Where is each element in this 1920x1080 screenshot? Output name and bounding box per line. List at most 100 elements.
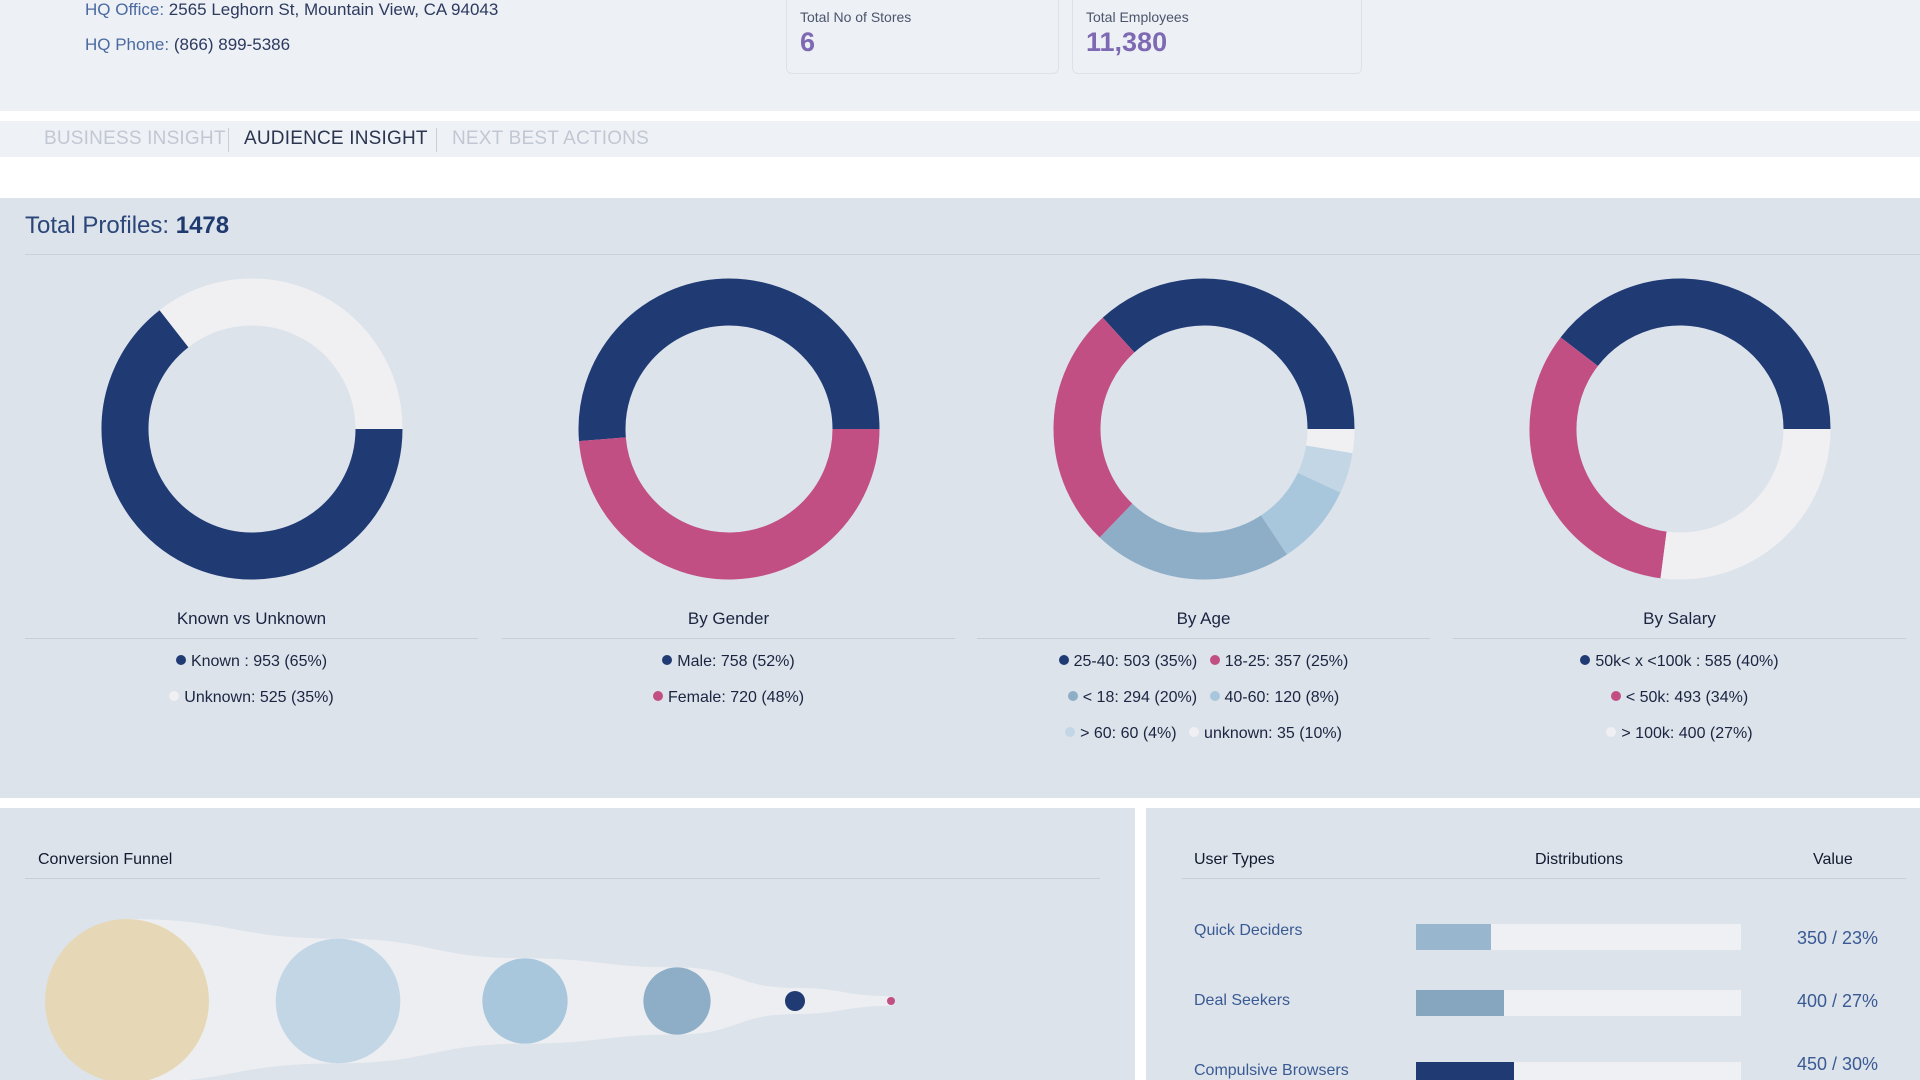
legend-row: > 100k: 400 (27%)	[1453, 725, 1906, 743]
tab-business-insight[interactable]: BUSINESS INSIGHT	[44, 128, 226, 149]
tab-divider	[228, 128, 229, 152]
legend-row: Female: 720 (48%)	[502, 689, 955, 707]
title-divider	[25, 254, 1920, 255]
value-header: Value	[1813, 851, 1853, 868]
donut-segment	[578, 278, 880, 442]
legend-dot	[1606, 727, 1617, 737]
legend-dot	[662, 655, 673, 665]
funnel-stage-circle	[887, 997, 895, 1005]
donut-divider	[977, 638, 1430, 639]
total-profiles-label: Total Profiles:	[25, 212, 170, 239]
header-info: HQ Office: 2565 Leghorn St, Mountain Vie…	[0, 0, 1920, 111]
tab-next-best-actions[interactable]: NEXT BEST ACTIONS	[452, 128, 649, 149]
legend-label: > 100k: 400 (27%)	[1621, 725, 1753, 742]
funnel-divider	[25, 878, 1100, 879]
legend-dot	[175, 655, 186, 665]
donut-segment	[1529, 337, 1668, 579]
donut-divider	[25, 638, 478, 639]
hq-phone-value: (866) 899-5386	[173, 35, 291, 54]
donut-title: By Salary	[1643, 609, 1716, 628]
total-profiles-title: Total Profiles: 1478	[25, 212, 229, 240]
legend-item-female: Female: 720 (48%)	[652, 689, 805, 707]
user-types-header: User Types	[1194, 851, 1275, 868]
tab-divider	[436, 128, 437, 152]
legend-dot	[1189, 727, 1200, 737]
legend-row: 50k< x <100k : 585 (40%)	[1453, 653, 1906, 671]
user-type-value: 400 / 27%	[1797, 991, 1879, 1011]
distribution-track	[1416, 990, 1741, 1016]
legend-item-25-40: 25-40: 503 (35%)	[1058, 653, 1197, 671]
distribution-bar	[1416, 990, 1504, 1016]
user-type-name: Compulsive Browsers	[1194, 1062, 1349, 1079]
donut-segment	[1102, 278, 1355, 430]
legend-item-18-25: 18-25: 357 (25%)	[1209, 653, 1348, 671]
legend-item-low-salary: < 50k: 493 (34%)	[1610, 689, 1749, 707]
donut-segment	[1660, 428, 1831, 580]
user-type-name: Deal Seekers	[1194, 992, 1291, 1009]
funnel-stage-circle	[785, 991, 805, 1011]
legend-row: < 18: 294 (20%) 40-60: 120 (8%)	[977, 689, 1430, 707]
legend-row: > 60: 60 (4%) unknown: 35 (10%)	[977, 725, 1430, 743]
hq-phone-label: HQ Phone:	[85, 35, 170, 54]
legend-row: < 50k: 493 (34%)	[1453, 689, 1906, 707]
legend-label: Known : 953 (65%)	[190, 653, 328, 670]
user-types-panel: User Types Distributions Value Quick Dec…	[1146, 808, 1920, 1080]
distribution-track	[1416, 924, 1741, 950]
legend-label: 50k< x <100k : 585 (40%)	[1595, 653, 1779, 670]
hq-office: HQ Office: 2565 Leghorn St, Mountain Vie…	[85, 0, 498, 20]
legend-row: Known : 953 (65%)	[25, 653, 478, 671]
donut-segment	[159, 278, 403, 430]
legend-row: 25-40: 503 (35%) 18-25: 357 (25%)	[977, 653, 1430, 671]
donut-segment	[1560, 278, 1831, 430]
legend-label: < 18: 294 (20%)	[1082, 689, 1198, 706]
funnel-stage-circle	[482, 958, 568, 1044]
donut-segment	[1297, 444, 1353, 493]
funnel-stage-circle	[275, 938, 401, 1064]
legend-item-under-18: < 18: 294 (20%)	[1067, 689, 1198, 707]
known-unknown-chart	[101, 278, 403, 580]
age-chart	[1053, 278, 1355, 580]
donut-title: Known vs Unknown	[176, 609, 327, 628]
legend-label: < 50k: 493 (34%)	[1625, 689, 1749, 706]
user-types-divider	[1182, 878, 1906, 879]
legend-dot	[1209, 655, 1220, 665]
stores-card: Total No of Stores 6	[786, 0, 1059, 74]
legend-label: Male: 758 (52%)	[677, 653, 795, 670]
employees-value: 11,380	[1086, 27, 1168, 57]
legend-label: 40-60: 120 (8%)	[1224, 689, 1340, 706]
legend-dot	[169, 691, 180, 701]
legend-item-unknown: Unknown: 525 (35%)	[169, 689, 334, 707]
hq-office-value: 2565 Leghorn St, Mountain View, CA 94043	[168, 0, 499, 19]
legend-label: unknown: 35 (10%)	[1204, 725, 1342, 742]
legend-item-mid-salary: 50k< x <100k : 585 (40%)	[1580, 653, 1779, 671]
salary-chart	[1529, 278, 1831, 580]
user-type-value: 450 / 30%	[1797, 1054, 1879, 1074]
legend-item-40-60: 40-60: 120 (8%)	[1209, 689, 1340, 707]
legend-dot	[1058, 655, 1069, 665]
legend-item-male: Male: 758 (52%)	[662, 653, 795, 671]
user-type-name: Quick Deciders	[1194, 922, 1303, 939]
legend-dot	[1065, 727, 1076, 737]
legend-label: Unknown: 525 (35%)	[184, 689, 334, 706]
legend-label: Female: 720 (48%)	[667, 689, 805, 706]
user-type-value: 350 / 23%	[1797, 928, 1879, 948]
legend-dot	[652, 691, 663, 701]
distribution-bar	[1416, 924, 1491, 950]
donut-segment	[578, 428, 880, 580]
tab-audience-insight[interactable]: AUDIENCE INSIGHT	[244, 128, 428, 149]
total-profiles-value: 1478	[175, 212, 230, 239]
tab-bar: BUSINESS INSIGHT AUDIENCE INSIGHT NEXT B…	[0, 121, 1920, 157]
legend-dot	[1610, 691, 1621, 701]
distribution-bar	[1416, 1062, 1514, 1080]
employees-label: Total Employees	[1086, 9, 1189, 25]
funnel-chart	[45, 919, 895, 1080]
hq-office-label: HQ Office:	[85, 0, 165, 19]
gender-chart	[578, 278, 880, 580]
hq-phone: HQ Phone: (866) 899-5386	[85, 35, 290, 55]
donut-segment	[1306, 428, 1355, 454]
legend-dot	[1067, 691, 1078, 701]
conversion-funnel-panel: Conversion Funnel	[0, 808, 1135, 1080]
legend-item-high-salary: > 100k: 400 (27%)	[1606, 725, 1753, 743]
legend-row: Male: 758 (52%)	[502, 653, 955, 671]
funnel-stage-circle	[45, 919, 209, 1080]
